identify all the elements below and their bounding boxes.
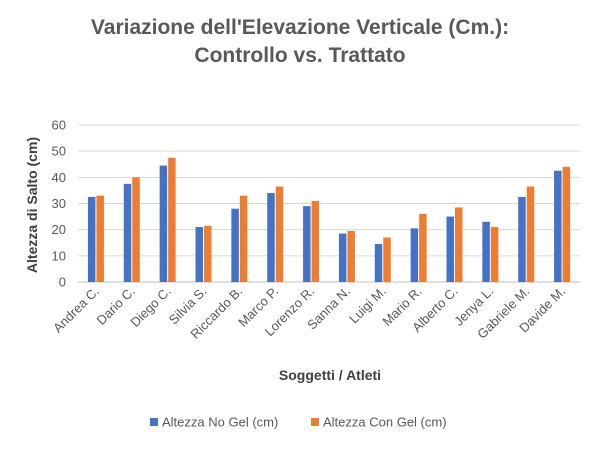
bars — [87, 157, 571, 282]
x-tick-label: Diego C. — [127, 284, 173, 330]
bar-no-gel — [87, 196, 96, 282]
bar-no-gel — [410, 228, 419, 282]
bar-no-gel — [518, 196, 526, 282]
y-tick-label: 10 — [52, 248, 66, 263]
gridlines — [78, 124, 580, 283]
legend-swatch — [311, 418, 319, 426]
bar-no-gel — [231, 208, 239, 282]
y-axis-ticks: 0 10 20 30 40 50 60 — [52, 118, 66, 290]
bar-con-gel — [132, 177, 140, 282]
bar-no-gel — [374, 244, 383, 282]
bar-no-gel — [554, 170, 562, 282]
bar-con-gel — [419, 213, 427, 282]
bar-con-gel — [490, 227, 499, 282]
bar-con-gel — [275, 186, 284, 282]
chart-title-line-1: Variazione dell'Elevazione Verticale (Cm… — [90, 16, 510, 39]
y-tick-label: 0 — [59, 275, 66, 290]
x-axis-title: Soggetti / Atleti — [279, 367, 381, 383]
bar-con-gel — [96, 195, 104, 282]
y-tick-label: 60 — [52, 118, 66, 133]
legend-swatch — [150, 418, 158, 426]
bar-no-gel — [123, 183, 132, 282]
bar-no-gel — [159, 165, 168, 282]
bar-no-gel — [195, 227, 203, 282]
chart-title-line-2: Controllo vs. Trattato — [194, 44, 406, 67]
bar-no-gel — [482, 221, 490, 282]
bar-con-gel — [168, 157, 176, 282]
bar-no-gel — [338, 233, 347, 282]
y-tick-label: 50 — [52, 144, 66, 159]
bar-con-gel — [204, 225, 212, 282]
chart-title: Variazione dell'Elevazione Verticale (Cm… — [0, 14, 600, 70]
bar-no-gel — [267, 193, 275, 282]
y-tick-label: 40 — [52, 170, 66, 185]
y-tick-label: 30 — [52, 196, 66, 211]
bar-con-gel — [455, 207, 463, 282]
bar-con-gel — [383, 237, 391, 282]
x-axis-categories: Andrea C.Dario C.Diego C.Silvia S.Riccar… — [50, 284, 568, 342]
bar-con-gel — [311, 200, 320, 282]
bar-con-gel — [562, 166, 571, 282]
bar-con-gel — [347, 230, 355, 282]
bar-con-gel — [239, 195, 248, 282]
legend: Altezza No Gel (cm) Altezza Con Gel (cm) — [150, 415, 447, 430]
legend-label: Altezza No Gel (cm) — [162, 415, 278, 430]
y-axis-title: Altezza di Salto (cm) — [24, 137, 40, 273]
bar-no-gel — [303, 206, 311, 282]
y-tick-label: 20 — [52, 222, 66, 237]
bar-no-gel — [446, 216, 454, 282]
x-tick-label: Andrea C. — [50, 284, 102, 336]
legend-label: Altezza Con Gel (cm) — [323, 415, 447, 430]
bar-con-gel — [526, 186, 535, 282]
